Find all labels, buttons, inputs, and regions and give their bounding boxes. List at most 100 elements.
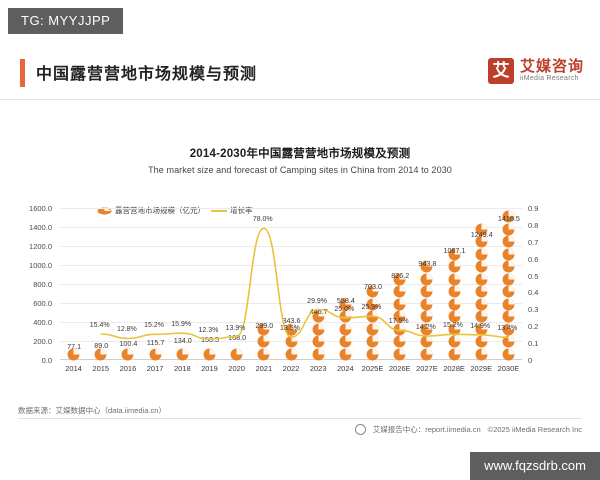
bar-pip-icon (448, 310, 460, 323)
x-axis-label: 2029E (470, 364, 493, 373)
y-axis-left-tick: 0.0 (41, 356, 52, 365)
bar-value-label: 1249.4 (470, 230, 493, 240)
header-divider (0, 99, 600, 100)
y-axis-left-tick: 400.0 (33, 318, 52, 327)
bar-pip-icon (448, 335, 460, 348)
bar-pip-icon (448, 248, 460, 260)
bar-pip-icon (121, 348, 134, 360)
bar-pip-icon (475, 298, 488, 310)
tg-badge: TG: MYYJJPP (8, 8, 124, 34)
bar-value-label: 299.0 (255, 320, 274, 330)
watermark: www.fqzsdrb.com (470, 452, 600, 480)
y-axis-right-tick: 0.3 (528, 305, 539, 315)
footer-copyright: ©2025 iiMedia Research Inc (487, 425, 582, 434)
bar-pip-icon (339, 348, 352, 360)
growth-line-path (100, 227, 509, 341)
y-axis-right-tick: 0.8 (528, 220, 539, 230)
growth-rate-label: 29.9% (307, 297, 328, 305)
bar-pip-icon (448, 273, 460, 285)
gridline (60, 322, 522, 323)
bar-value-label: 343.6 (282, 316, 301, 326)
bar-pip-icon (312, 323, 325, 335)
bar-column: 134.0 (169, 336, 196, 360)
bar-pip-icon (420, 298, 433, 310)
bar-pip-icon (366, 285, 379, 298)
header-accent-bar (20, 59, 25, 87)
growth-rate-label: 12.8% (116, 326, 137, 334)
bar-column: 1087.1 (441, 246, 468, 360)
bar-pip-icon (502, 248, 515, 260)
y-axis-right-tick: 0 (528, 356, 533, 365)
bar-value-label: 446.7 (309, 306, 328, 316)
bar-pip-icon (366, 298, 379, 310)
bar-pip-icon (420, 348, 433, 360)
x-axis-labels: 2014 2015 2016 2017 2018 2019 2020 2021 2022 2023… (60, 364, 522, 378)
x-axis-label: 2025E (361, 364, 384, 373)
bar-value-label: 134.0 (173, 336, 192, 346)
footer-report-link[interactable]: 艾媒报告中心：report.iimedia.cn (372, 425, 481, 434)
x-axis-label: 2014 (65, 364, 82, 373)
y-axis-right-tick: 0.2 (528, 322, 539, 332)
growth-rate-label: 12.3% (198, 327, 219, 335)
bar-value-label: 703.0 (364, 282, 383, 292)
x-axis-label: 2027E (416, 364, 438, 373)
bar-pip-icon (475, 335, 488, 348)
x-axis-label: 2016 (119, 364, 137, 373)
bar-column: 446.7 (305, 307, 332, 360)
x-axis-label: 2026E (388, 364, 411, 373)
bar-pip-icon (339, 323, 352, 335)
growth-rate-label: 13.4% (497, 325, 518, 333)
gridline (60, 227, 522, 228)
bar-pip-icon (502, 273, 515, 285)
y-axis-left-tick: 800.0 (33, 280, 52, 289)
bar-pip-icon (475, 235, 488, 248)
bar-pip-icon (448, 323, 460, 335)
y-axis-right-tick: 0.9 (528, 204, 539, 213)
bar-column: 1416.5 (495, 210, 522, 360)
x-axis-label: 2022 (282, 364, 300, 373)
growth-rate-label: 13.9% (225, 324, 246, 332)
growth-rate-label: 15.2% (443, 322, 463, 330)
growth-rate-label: 25.9% (361, 304, 382, 312)
bar-pip-icon (176, 348, 189, 360)
bar-pip-icon (312, 335, 325, 348)
x-axis-label: 2030E (497, 364, 520, 373)
bar-pip-icon (475, 348, 488, 360)
bar-series: 77.1 89.0 100.4 115.7 134.0 150.5 168.0 299.0 34… (60, 208, 522, 360)
legend-item-line: 增长率 (211, 205, 253, 216)
y-axis-right-tick: 0.4 (528, 288, 539, 298)
legend-marker-icon (97, 207, 112, 215)
bar-pip-icon (475, 310, 488, 323)
gridline (60, 303, 522, 304)
bar-pip-icon (502, 348, 515, 360)
bar-column: 168.0 (223, 333, 250, 360)
x-axis-label: 2024 (337, 364, 354, 373)
growth-rate-label: 14.9% (470, 322, 491, 330)
logo-name-cn: 艾媒咨询 (519, 58, 584, 76)
y-axis-right-tick: 0.5 (528, 271, 539, 281)
x-axis-label: 2015 (92, 364, 110, 373)
page-header: 中国露营营地市场规模与预测 艾 艾媒咨询 iiMedia Research (0, 52, 600, 100)
bar-pip-icon (420, 260, 433, 273)
bar-value-label: 168.0 (228, 333, 247, 343)
bar-pip-icon (67, 348, 80, 360)
x-axis-label: 2019 (201, 364, 218, 373)
bar-column: 115.7 (142, 338, 169, 360)
bar-column: 343.6 (278, 316, 305, 360)
x-axis-label: 2020 (228, 364, 245, 373)
y-axis-left-tick: 1000.0 (29, 261, 52, 270)
bar-pip-icon (475, 273, 488, 285)
footer-bar: 艾媒报告中心：report.iimedia.cn ©2025 iiMedia R… (354, 424, 582, 435)
growth-rate-label: 13.5% (280, 325, 300, 333)
bar-pip-icon (366, 323, 379, 335)
y-axis-left-tick: 600.0 (33, 299, 52, 308)
bar-column: 89.0 (87, 341, 114, 360)
bar-pip-icon (502, 298, 515, 310)
growth-rate-label: 15.2% (144, 322, 164, 330)
bar-pip-icon (393, 348, 406, 360)
growth-rate-label: 25.0% (334, 305, 355, 313)
legend-line-icon (211, 209, 227, 212)
y-axis-left-tick: 200.0 (33, 337, 52, 346)
growth-rate-label: 15.4% (89, 321, 110, 329)
legend-label-line: 增长率 (230, 206, 253, 215)
